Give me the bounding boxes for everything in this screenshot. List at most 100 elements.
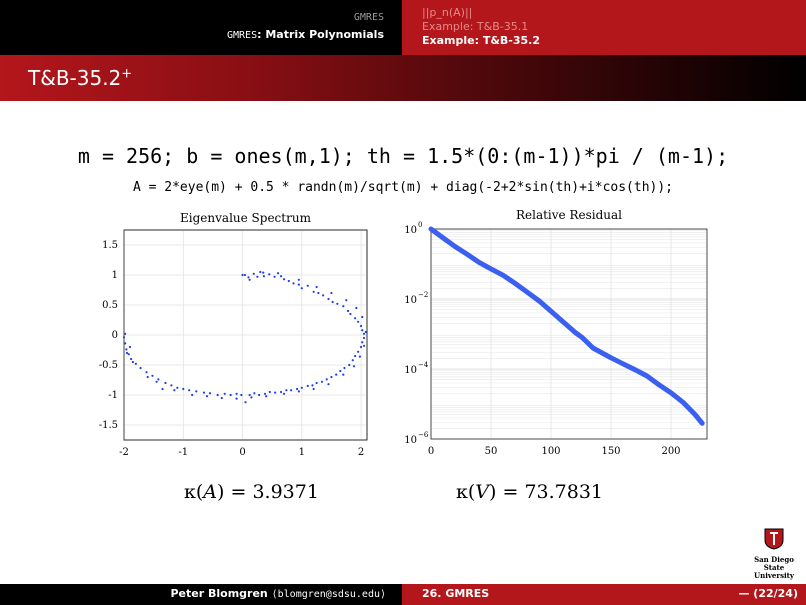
data-point bbox=[195, 390, 198, 393]
nav-item-example-35-1[interactable]: Example: T&B-35.1 bbox=[422, 20, 529, 33]
data-point bbox=[322, 294, 325, 297]
y-tick-label: -0.5 bbox=[99, 360, 118, 371]
data-point bbox=[229, 393, 232, 397]
data-point bbox=[297, 390, 300, 393]
data-point bbox=[125, 351, 129, 355]
nav-item-pn-norm[interactable]: ||p_n(A)|| bbox=[422, 6, 473, 19]
data-point bbox=[262, 271, 265, 274]
data-point bbox=[164, 381, 167, 385]
x-tick-label: -1 bbox=[178, 447, 188, 458]
data-point bbox=[317, 291, 320, 295]
x-tick-label: 50 bbox=[485, 446, 498, 457]
data-point bbox=[256, 275, 259, 278]
y-tick-exponent: 0 bbox=[418, 221, 422, 229]
code-line-2: A = 2*eye(m) + 0.5 * randn(m)/sqrt(m) + … bbox=[132, 180, 674, 195]
footer-author: Peter Blomgren ⟨blomgren@sdsu.edu⟩ bbox=[170, 587, 387, 600]
data-point bbox=[188, 389, 191, 392]
x-tick-label: 1 bbox=[299, 447, 305, 458]
data-point bbox=[155, 380, 158, 383]
data-point bbox=[247, 276, 250, 279]
y-tick-label: -1.5 bbox=[99, 420, 118, 431]
data-point bbox=[357, 320, 360, 323]
data-point bbox=[346, 309, 350, 313]
data-point bbox=[345, 299, 348, 302]
data-point bbox=[262, 275, 265, 278]
data-point bbox=[315, 285, 318, 289]
data-point bbox=[151, 374, 154, 377]
x-tick-label: 0 bbox=[428, 446, 434, 457]
data-point bbox=[235, 397, 238, 400]
data-point bbox=[124, 342, 127, 345]
y-tick-label: 10 bbox=[404, 225, 417, 236]
data-point bbox=[306, 284, 309, 287]
data-point bbox=[290, 389, 293, 392]
x-tick-label: -2 bbox=[119, 447, 129, 458]
x-tick-label: 200 bbox=[661, 446, 680, 457]
data-point bbox=[268, 273, 271, 276]
y-tick-label: 0.5 bbox=[102, 300, 118, 311]
data-point bbox=[268, 390, 271, 394]
data-point bbox=[327, 297, 330, 301]
data-point bbox=[263, 392, 267, 395]
logo-text: San Diego State University bbox=[754, 555, 794, 580]
y-tick-label: 10 bbox=[404, 435, 417, 446]
data-point bbox=[342, 305, 345, 308]
data-point bbox=[287, 279, 290, 283]
code-line-1: m = 256; b = ones(m,1); th = 1.5*(0:(m-1… bbox=[77, 144, 729, 168]
data-point bbox=[342, 373, 345, 376]
y-tick-exponent: −4 bbox=[418, 361, 429, 369]
data-point bbox=[358, 355, 361, 358]
plot-area bbox=[431, 229, 707, 439]
data-point bbox=[330, 291, 333, 295]
data-point bbox=[279, 275, 283, 278]
data-point bbox=[320, 380, 324, 383]
y-tick-label: 10 bbox=[404, 295, 417, 306]
data-point bbox=[312, 387, 315, 391]
section-title[interactable]: GMRES: Matrix Polynomials bbox=[227, 28, 384, 41]
data-point bbox=[352, 365, 356, 368]
footer-page-number: — (22/24) bbox=[738, 587, 798, 600]
data-point bbox=[139, 366, 142, 370]
data-point bbox=[191, 393, 194, 397]
section-short-label: GMRES bbox=[353, 12, 384, 23]
sdsu-logo: San Diego State University bbox=[745, 528, 803, 580]
footer-section[interactable]: 26. GMRES bbox=[422, 587, 490, 600]
data-point bbox=[343, 366, 346, 370]
data-point bbox=[285, 389, 288, 392]
data-point bbox=[306, 384, 309, 388]
data-point bbox=[173, 389, 176, 392]
data-point bbox=[122, 336, 126, 339]
kappa-a-value: κ(A) = 3.9371 bbox=[184, 481, 319, 503]
data-point bbox=[312, 290, 315, 293]
slide-title-sup: + bbox=[121, 66, 133, 82]
kappa-v-value: κ(V) = 73.7831 bbox=[456, 481, 604, 503]
data-point bbox=[359, 324, 363, 328]
data-point bbox=[273, 275, 276, 278]
data-point bbox=[250, 396, 253, 399]
data-point bbox=[208, 392, 212, 395]
data-point bbox=[157, 378, 160, 381]
chart-title: Relative Residual bbox=[516, 208, 622, 222]
nav-item-example-35-2[interactable]: Example: T&B-35.2 bbox=[422, 34, 541, 47]
data-point bbox=[364, 330, 367, 334]
data-point bbox=[258, 393, 261, 397]
data-point bbox=[252, 272, 255, 275]
eigenvalue-spectrum-chart: -2 -1 0 1 2 1.5 1 0.5 0 -0.5 -1 -1.5 Eigenvalue Spec… bbox=[99, 211, 368, 458]
data-point bbox=[276, 272, 280, 275]
header-left: GMRES GMRES: Matrix Polynomials bbox=[0, 0, 402, 55]
data-point bbox=[351, 359, 354, 362]
chart-title: Eigenvalue Spectrum bbox=[180, 211, 312, 225]
y-tick-label: -1 bbox=[108, 390, 118, 401]
data-point bbox=[361, 315, 364, 319]
data-point bbox=[202, 391, 206, 394]
data-point bbox=[311, 384, 314, 387]
data-point bbox=[292, 282, 295, 285]
section-title-mono: GMRES bbox=[226, 30, 258, 41]
data-point bbox=[248, 393, 251, 397]
sdsu-shield-icon bbox=[764, 528, 784, 550]
data-point bbox=[355, 306, 358, 310]
data-point bbox=[146, 375, 149, 379]
data-point bbox=[145, 371, 148, 374]
data-point bbox=[335, 373, 338, 376]
